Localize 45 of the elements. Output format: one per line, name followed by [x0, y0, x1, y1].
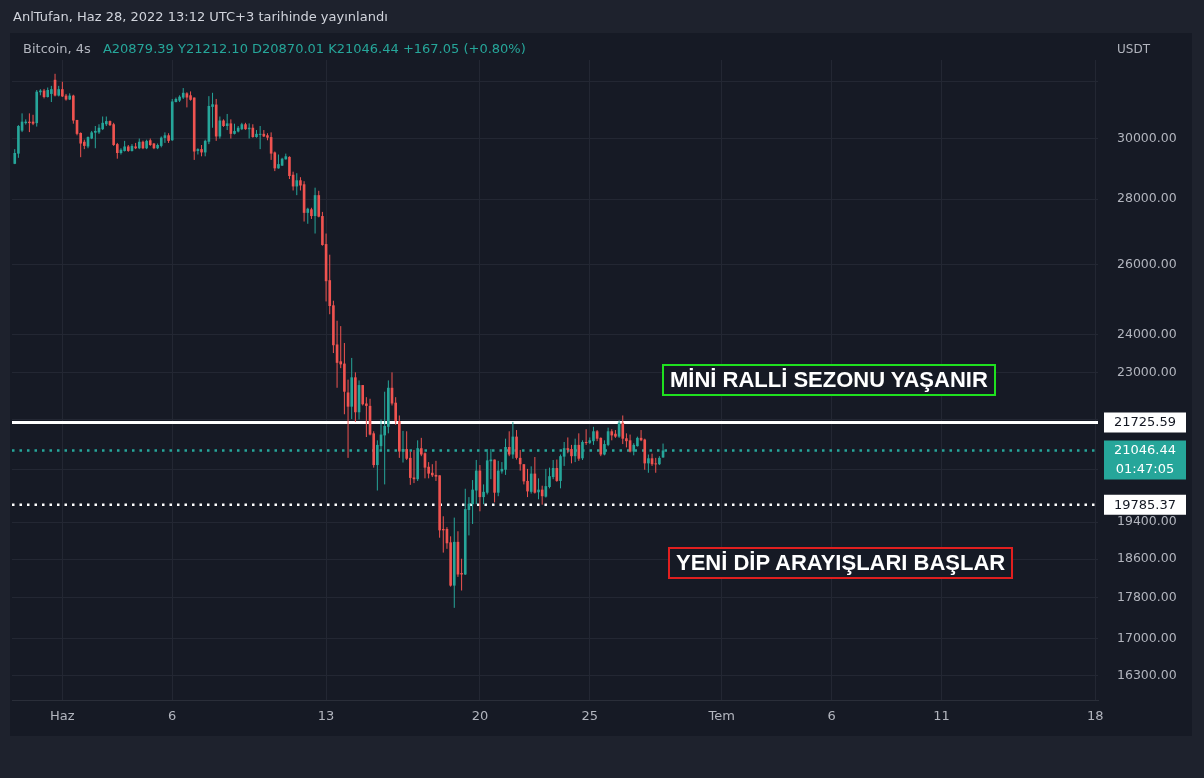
- candlestick: [409, 451, 412, 486]
- annotation: YENİ DİP ARAYIŞLARI BAŞLAR: [668, 547, 1014, 579]
- ref-line-label: 19785.37: [1113, 496, 1177, 512]
- candlestick: [647, 454, 650, 474]
- candlestick: [496, 460, 500, 497]
- y-tick-label: 17000.00: [1117, 629, 1177, 645]
- x-tick-label: 6: [168, 708, 177, 724]
- y-tick-label: 17800.00: [1117, 589, 1177, 605]
- candlestick: [592, 426, 595, 446]
- y-tick-label: 18600.00: [1117, 550, 1177, 566]
- chart-subtitle: AnlTufan, Haz 28, 2022 13:12 UTC+3 tarihinde yayınlandı: [13, 9, 388, 25]
- candlestick: [507, 430, 511, 457]
- x-tick-label: 20: [471, 708, 489, 724]
- candlestick: [529, 465, 533, 495]
- candlestick: [474, 459, 478, 505]
- y-tick-label: 23000.00: [1117, 363, 1177, 379]
- y-tick-label: 19400.00: [1117, 513, 1177, 529]
- text: A20879.39 Y21212.10 D20870.01 K21046.44 +167.05 (+0.80%): [102, 41, 526, 56]
- candlestick: [515, 429, 518, 461]
- x-tick-label: Haz: [50, 708, 75, 724]
- candlestick: [361, 384, 365, 406]
- y-tick-label: 30000.00: [1117, 129, 1177, 145]
- candlestick: [365, 396, 368, 438]
- ref-line-label: 21046.44 01:47:05: [1113, 442, 1177, 477]
- x-tick-label: 13: [317, 708, 335, 724]
- ref-line-label: 21725.59: [1113, 414, 1177, 430]
- y-tick-label: 16300.00: [1117, 666, 1177, 682]
- candlestick: [94, 125, 97, 149]
- x-tick-label: 6: [827, 708, 836, 724]
- y-tick-label: 24000.00: [1117, 326, 1177, 342]
- y-axis-title: USDT: [1117, 42, 1150, 57]
- candlestick: [185, 91, 189, 108]
- chart-title: Bitcoin, 4s: [23, 41, 91, 56]
- candlestick: [621, 414, 625, 445]
- y-tick-label: 26000.00: [1117, 255, 1177, 271]
- candlestick: [383, 391, 386, 485]
- x-tick-label: 25: [581, 708, 599, 724]
- annotation: MİNİ RALLİ SEZONU YAŞANIR: [662, 364, 996, 396]
- candlestick: [570, 444, 573, 464]
- candlestick: [526, 468, 529, 498]
- x-tick-label: 18: [1086, 708, 1104, 724]
- y-tick-label: 28000.00: [1117, 190, 1177, 206]
- x-tick-label: Tem: [707, 708, 735, 724]
- x-tick-label: 11: [933, 708, 950, 724]
- candlestick: [518, 449, 522, 472]
